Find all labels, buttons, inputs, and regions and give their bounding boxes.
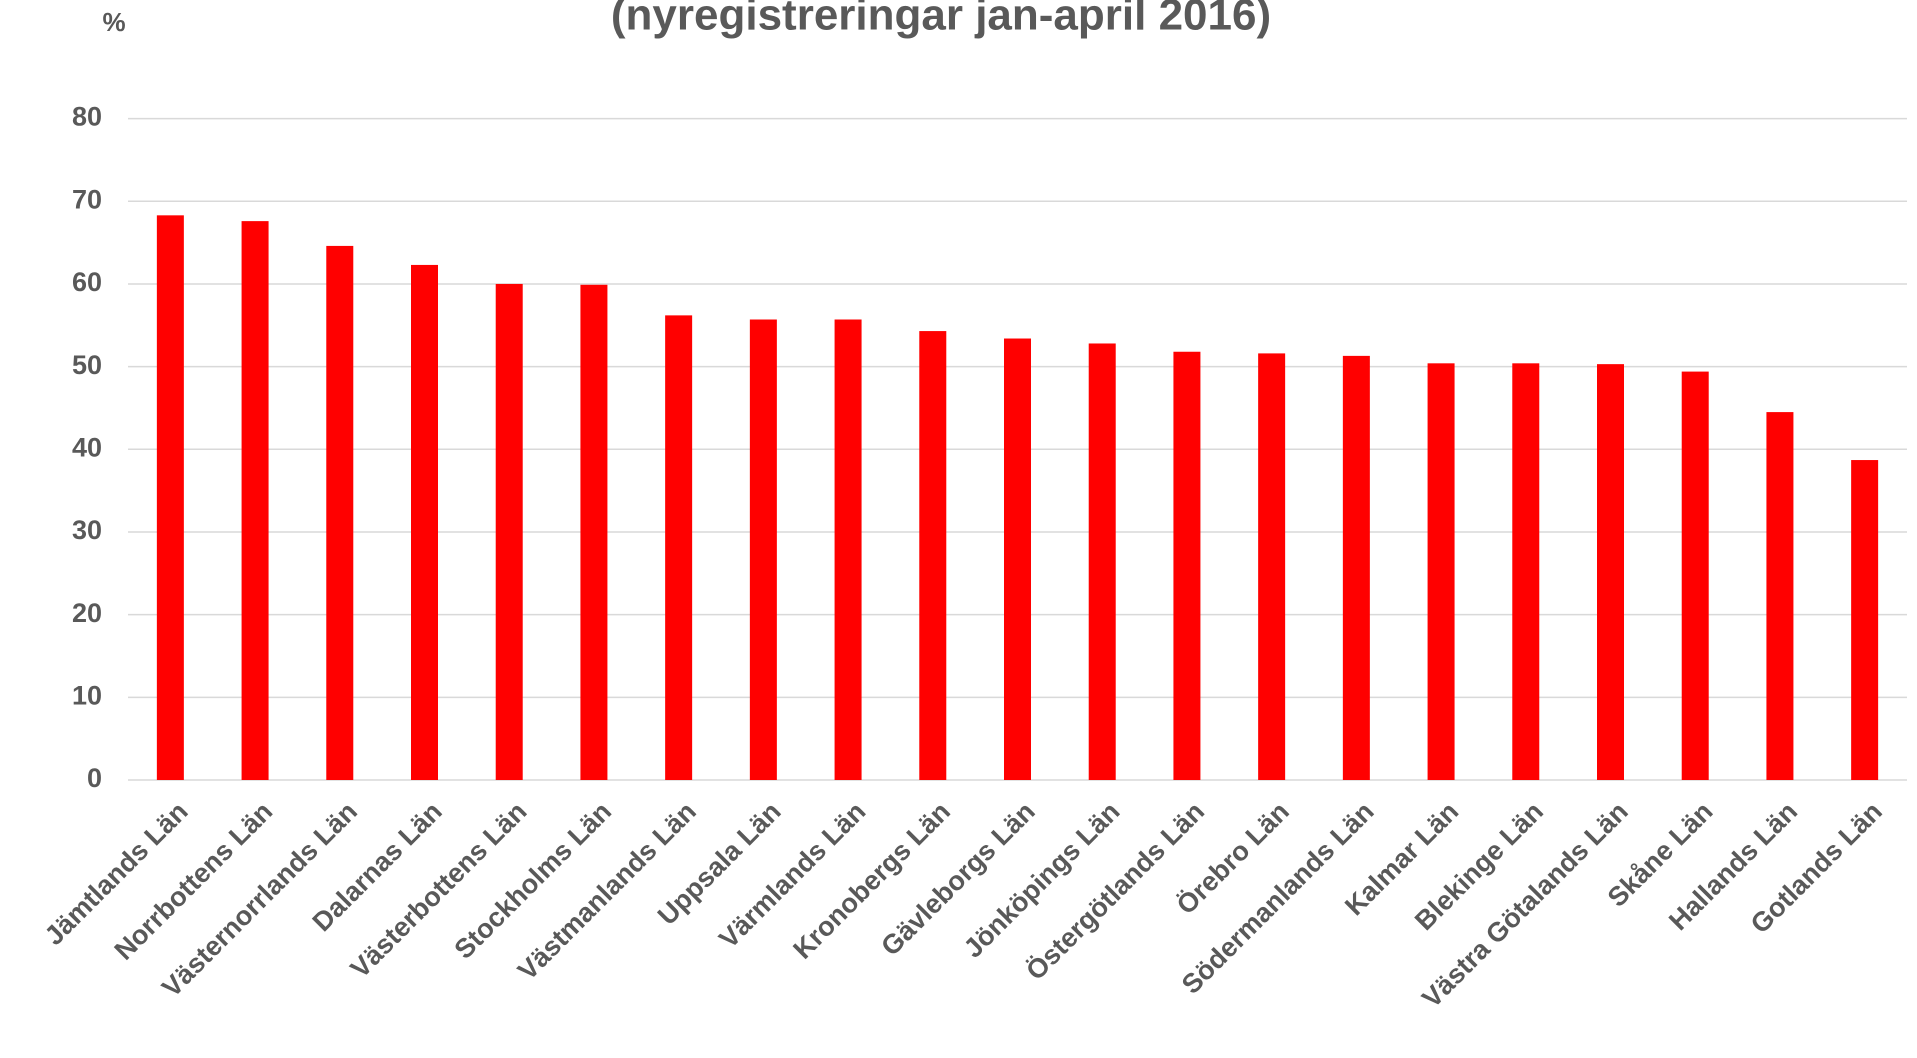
bar — [1342, 355, 1370, 780]
bar — [1597, 364, 1624, 780]
bar — [1766, 412, 1794, 780]
y-tick-label: 80 — [72, 102, 102, 132]
y-tick-label: 70 — [72, 184, 102, 214]
y-tick-label: 0 — [87, 763, 102, 793]
bar — [919, 331, 947, 780]
chart-title: (nyregistreringar jan-april 2016) — [611, 0, 1271, 40]
bar — [411, 264, 438, 780]
bar — [1088, 343, 1116, 780]
y-tick-label: 10 — [72, 680, 102, 710]
bar — [749, 319, 777, 780]
x-tick-label: Jämtlands Län — [39, 796, 194, 951]
y-axis-label: % — [102, 7, 125, 37]
bar — [665, 315, 693, 780]
y-tick-label: 20 — [72, 598, 102, 628]
bar — [1427, 363, 1455, 780]
bar — [156, 215, 184, 781]
y-tick-label: 40 — [72, 432, 102, 462]
bar — [1851, 460, 1879, 780]
x-tick-label: Gävleborgs Län — [875, 796, 1041, 962]
y-tick-label: 60 — [72, 267, 102, 297]
bar — [326, 245, 354, 780]
bar — [495, 283, 523, 780]
bar — [1173, 351, 1201, 780]
bar — [241, 221, 269, 780]
x-tick-label: Kronobergs Län — [787, 796, 956, 965]
x-tick-label: Stockholms Län — [449, 796, 618, 965]
x-tick-label: Norrbottens Län — [109, 796, 279, 966]
bar — [1681, 371, 1709, 780]
bar — [834, 319, 862, 780]
x-tick-label: Värmlands Län — [713, 796, 871, 954]
y-tick-label: 50 — [72, 350, 102, 380]
y-tick-label: 30 — [72, 515, 102, 545]
x-tick-label: Jönköpings Län — [958, 796, 1126, 964]
bar — [1512, 363, 1540, 780]
bar — [580, 284, 608, 780]
bar — [1004, 338, 1031, 780]
bar — [1258, 353, 1286, 780]
